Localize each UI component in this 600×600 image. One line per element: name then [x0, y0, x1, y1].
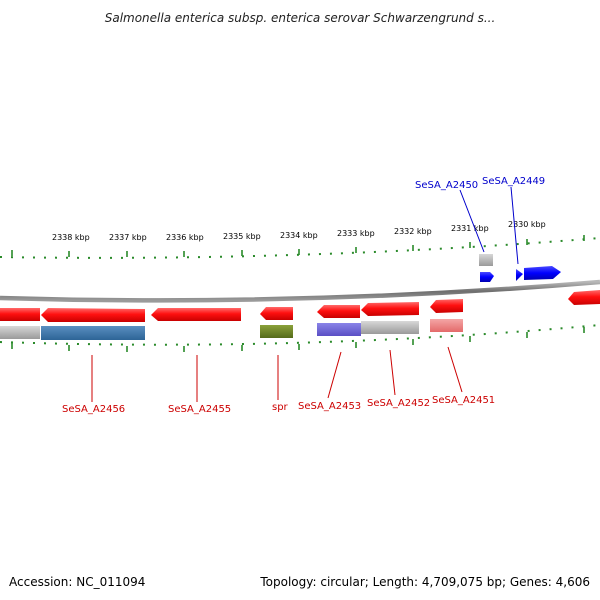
- gene-feature-grey-small[interactable]: [479, 254, 493, 266]
- gene-label-reverse[interactable]: SeSA_A2455: [168, 404, 231, 415]
- scale-label: 2332 kbp: [394, 227, 432, 236]
- gene-label-forward[interactable]: SeSA_A2449: [482, 176, 545, 187]
- scale-label: 2338 kbp: [52, 233, 90, 242]
- scale-label: 2337 kbp: [109, 233, 147, 242]
- inner-major-ticks: [11, 327, 585, 352]
- feature-grey-mid[interactable]: [361, 321, 419, 334]
- gene-arrow-sesa-a2450[interactable]: [480, 272, 494, 282]
- genome-summary-text: Topology: circular; Length: 4,709,075 bp…: [259, 575, 590, 589]
- gene-arrow-spr[interactable]: [260, 307, 293, 320]
- scale-label: 2334 kbp: [280, 231, 318, 240]
- gene-arrow-sesa-a2449[interactable]: [524, 266, 561, 280]
- feature-pink[interactable]: [430, 319, 463, 332]
- gene-label-reverse[interactable]: SeSA_A2453: [298, 401, 361, 412]
- gene-arrow-sesa-a2452[interactable]: [361, 302, 419, 316]
- map-title: Salmonella enterica subsp. enterica sero…: [105, 11, 496, 25]
- gene-label-reverse[interactable]: SeSA_A2456: [62, 404, 125, 415]
- feature-grey-left[interactable]: [0, 326, 40, 339]
- scale-label: 2331 kbp: [451, 224, 489, 233]
- feature-purple[interactable]: [317, 323, 361, 336]
- gene-arrow-left-edge[interactable]: [0, 308, 40, 321]
- gene-label-forward[interactable]: SeSA_A2450: [415, 180, 478, 191]
- backbone-arc: [0, 279, 600, 303]
- feature-steel[interactable]: [41, 326, 145, 340]
- gene-arrow-small-blue[interactable]: [516, 269, 523, 281]
- scale-label: 2330 kbp: [508, 220, 546, 229]
- gene-arrow-sesa-a2456[interactable]: [41, 308, 145, 322]
- outer-major-ticks: [11, 235, 585, 257]
- gene-arrow-sesa-a2451[interactable]: [430, 299, 463, 313]
- scale-label: 2336 kbp: [166, 233, 204, 242]
- leader-lines-forward: [459, 186, 519, 265]
- scale-labels: 2338 kbp 2337 kbp 2336 kbp 2335 kbp 2334…: [52, 220, 546, 242]
- gene-label-reverse[interactable]: spr: [272, 402, 289, 413]
- forward-genes: [479, 254, 561, 282]
- scale-label: 2335 kbp: [223, 232, 261, 241]
- reverse-genes: [0, 290, 600, 322]
- scale-label: 2333 kbp: [337, 229, 375, 238]
- accession-text: Accession: NC_011094: [9, 575, 145, 589]
- feature-olive[interactable]: [260, 325, 293, 338]
- feature-band: [0, 319, 463, 340]
- leader-lines-reverse: [91, 346, 463, 402]
- gene-arrow-sesa-a2453[interactable]: [317, 305, 360, 318]
- gene-label-reverse[interactable]: SeSA_A2452: [367, 398, 430, 409]
- outer-scale-ring: [0, 237, 600, 259]
- gene-arrow-right-edge[interactable]: [568, 290, 600, 305]
- gene-label-reverse[interactable]: SeSA_A2451: [432, 395, 495, 406]
- gene-arrow-sesa-a2455[interactable]: [151, 308, 241, 321]
